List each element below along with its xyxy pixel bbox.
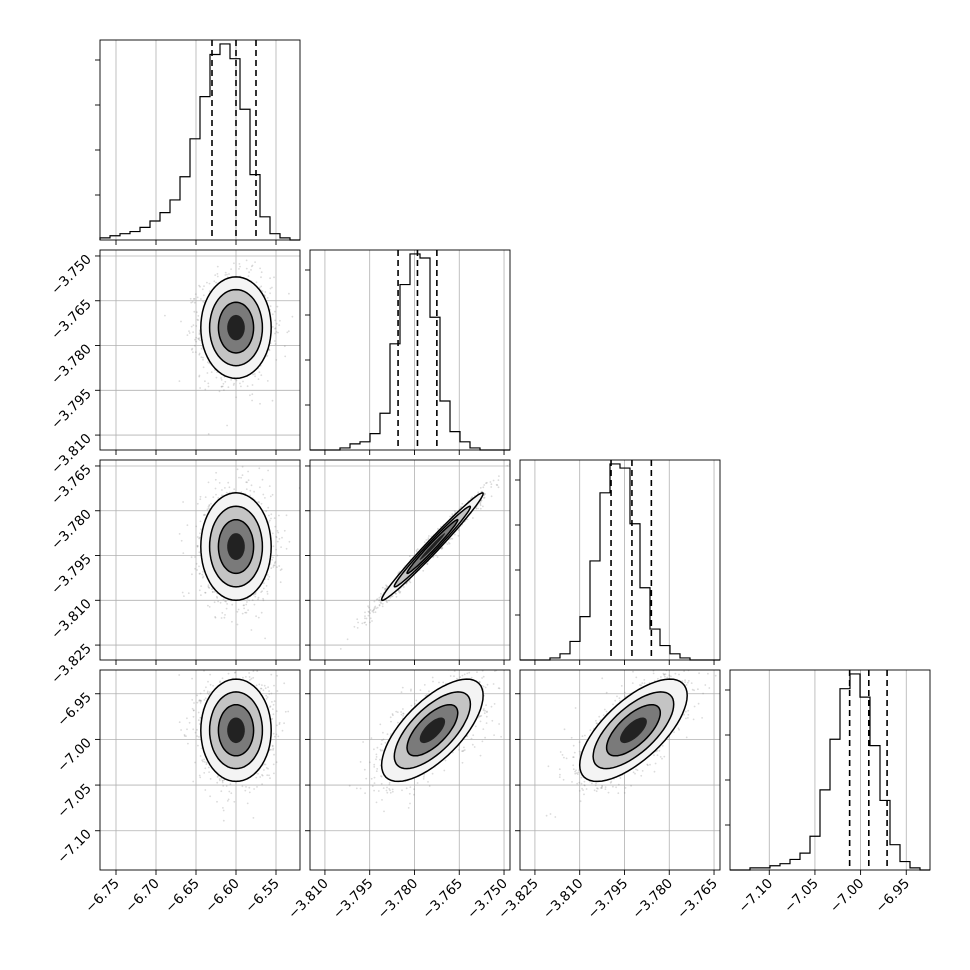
y-tick-label: −3.780 [48,341,95,388]
histogram-1 [310,253,510,451]
y-tick-label: −3.825 [48,641,95,688]
x-tick-label: −6.95 [873,876,914,917]
contour-line [217,301,255,354]
panel-frame [99,459,301,661]
x-tick-label: −6.60 [202,876,243,917]
pair-panel-1-0: −3.810−3.795−3.780−3.765−3.750 [48,249,301,477]
contour-line [200,492,272,602]
contour-line [200,276,272,380]
panel-frame [309,669,511,871]
x-tick-label: −7.00 [827,876,868,917]
contour-line [406,518,459,575]
pair-panel-3-2: −3.825−3.810−3.795−3.780−3.765 [495,669,721,923]
contour-fill [227,533,245,560]
x-tick-label: −3.795 [585,876,632,923]
y-tick-label: −3.795 [48,386,95,433]
pair-panel-3-0: −6.75 −6.70 −6.65 −6.60 −6.55 −7.10−7.05 −7.00… [54,669,301,917]
hist-panel-3: −7.10 −7.05 −7.00 −6.95 [725,669,931,917]
contour-fill [419,533,446,560]
contour-line [208,288,264,367]
x-tick-label: −3.780 [375,876,422,923]
panel-frame [519,459,721,661]
contour-line [406,703,459,757]
y-tick-label: −3.810 [48,596,95,643]
x-tick-label: −3.810 [285,876,332,923]
histogram-3 [730,673,930,871]
density [339,463,510,650]
x-tick-label: −3.780 [629,876,676,923]
contour-fill [419,717,446,744]
panel-frame [99,669,301,871]
density [164,259,294,435]
contour-fill [227,717,245,744]
x-tick-label: −6.75 [82,876,123,917]
pair-panel-2-0: −3.825−3.810−3.795−3.780−3.765 [48,459,301,688]
contour-line [592,691,675,770]
pair-panel-2-1 [305,459,511,665]
panel-frame [729,669,931,871]
x-tick-label: −3.795 [330,876,377,923]
contour-line [208,505,264,588]
y-tick-label: −3.780 [48,506,95,553]
contour-line [380,492,484,602]
panel-frame [519,669,721,871]
contour-line [380,678,484,783]
x-tick-label: −6.70 [122,876,163,917]
density [348,670,506,813]
y-tick-label: −3.750 [48,251,95,298]
contour-line [208,691,264,770]
panel-frame [99,249,301,451]
x-tick-label: −7.05 [781,876,822,917]
x-tick-label: −6.55 [242,876,283,917]
x-tick-label: −7.10 [736,876,777,917]
y-tick-label: −7.05 [54,781,95,822]
x-tick-label: −3.765 [674,876,721,923]
histogram-0 [99,43,300,241]
y-tick-label: −6.95 [54,689,95,730]
panel-frame [309,249,511,451]
y-tick-label: −7.10 [54,826,95,867]
contour-line [217,703,255,757]
contour-line [200,678,272,783]
contour-fill [620,717,647,744]
pair-panel-3-1: −3.810−3.795−3.780−3.765−3.750 [285,669,511,923]
y-tick-label: −3.765 [48,296,95,343]
density [545,670,717,818]
contour-line [393,505,472,588]
density [178,670,290,822]
hist-panel-2 [515,459,721,665]
panel-frame [99,39,301,241]
x-tick-label: −3.765 [419,876,466,923]
contour-line [605,703,662,757]
contour-line [393,691,472,770]
y-tick-label: −7.00 [54,735,95,776]
panel-frame [309,459,511,661]
x-tick-label: −3.810 [540,876,587,923]
contour-line [578,678,688,783]
contour-fill [227,314,245,341]
y-tick-label: −3.795 [48,551,95,598]
density [178,465,300,640]
x-tick-label: −6.65 [162,876,203,917]
histogram-2 [520,463,720,661]
contour-line [217,518,255,575]
hist-panel-1 [305,249,511,455]
hist-panel-0 [95,39,301,245]
